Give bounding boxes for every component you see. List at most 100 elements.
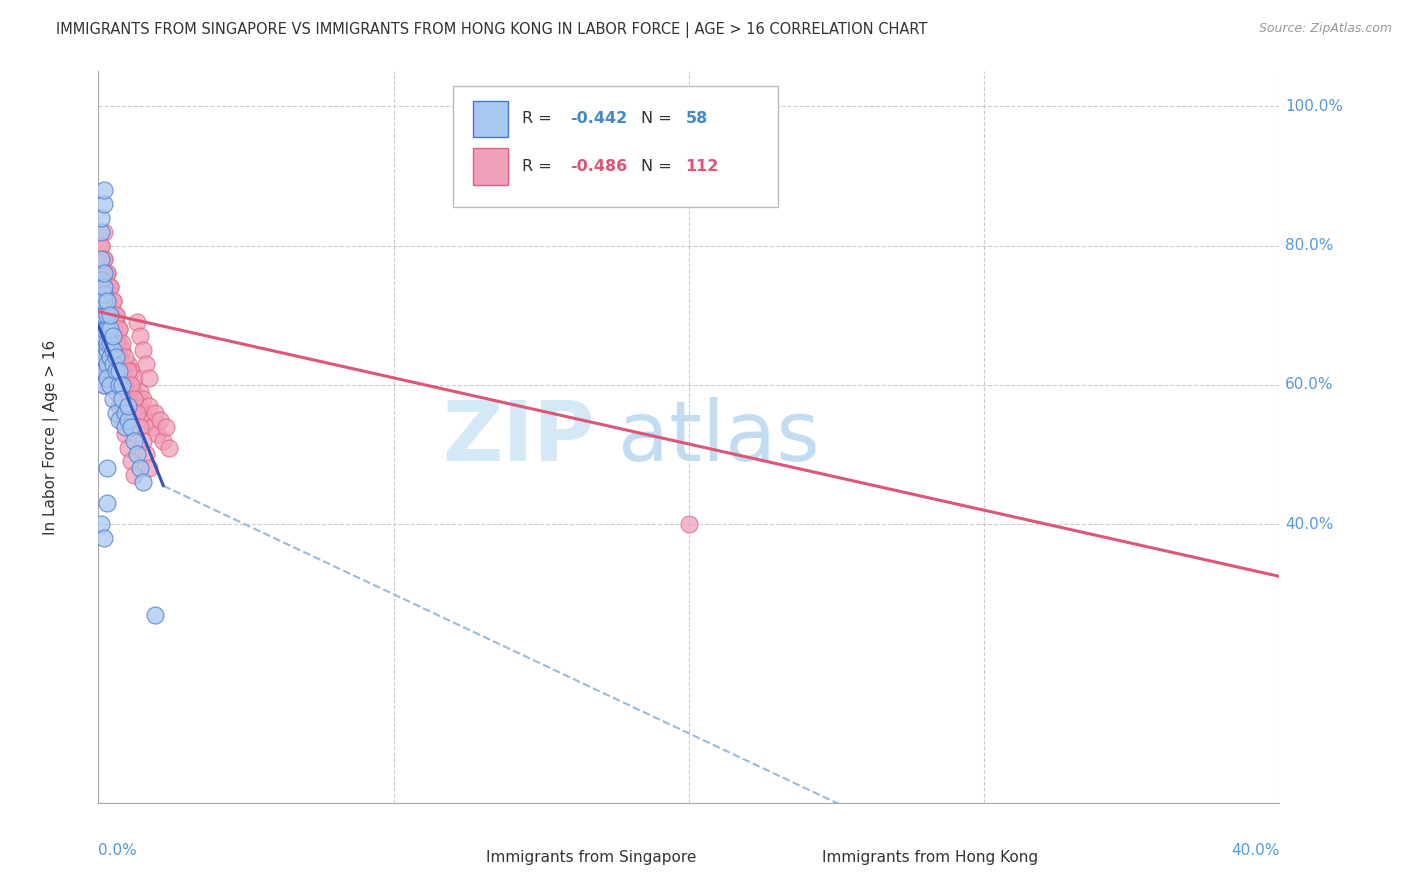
Point <box>93 266 115 280</box>
Point <box>96 461 118 475</box>
Point <box>93 531 115 545</box>
Point <box>132 392 155 406</box>
Point <box>98 301 121 316</box>
Point <box>96 266 118 280</box>
Point <box>128 329 150 343</box>
Text: 80.0%: 80.0% <box>1285 238 1334 253</box>
Bar <box>472 101 508 137</box>
Point <box>98 357 121 371</box>
Point <box>125 315 148 329</box>
Point <box>98 315 121 329</box>
Point <box>114 419 136 434</box>
Point <box>108 350 131 364</box>
Point <box>122 371 145 385</box>
Point <box>108 377 131 392</box>
Point <box>111 371 134 385</box>
Text: 112: 112 <box>685 159 718 174</box>
Bar <box>766 841 811 874</box>
Point <box>120 419 142 434</box>
Point <box>108 412 131 426</box>
Point <box>96 294 118 309</box>
Point <box>120 364 142 378</box>
Text: Immigrants from Hong Kong: Immigrants from Hong Kong <box>823 850 1039 865</box>
Point <box>96 266 118 280</box>
Point <box>103 294 125 309</box>
Point <box>114 426 136 441</box>
Point <box>105 350 128 364</box>
Point <box>114 350 136 364</box>
Point <box>90 294 112 309</box>
Point <box>90 322 112 336</box>
Point <box>90 294 112 309</box>
Point <box>96 496 118 510</box>
Point <box>103 322 125 336</box>
Point <box>93 329 115 343</box>
Point <box>90 238 112 252</box>
Point <box>93 364 115 378</box>
Point <box>108 350 131 364</box>
Point <box>93 308 115 322</box>
Point <box>93 336 115 351</box>
Point <box>132 475 155 490</box>
Point <box>90 211 112 225</box>
Point <box>108 322 131 336</box>
Point <box>108 364 131 378</box>
Point <box>138 399 160 413</box>
Text: 100.0%: 100.0% <box>1285 99 1343 113</box>
Point <box>96 350 118 364</box>
Point <box>678 517 700 532</box>
Point <box>93 343 115 357</box>
Point <box>111 364 134 378</box>
Point <box>128 419 150 434</box>
Point <box>96 343 118 357</box>
Text: 58: 58 <box>685 112 707 127</box>
Text: In Labor Force | Age > 16: In Labor Force | Age > 16 <box>44 340 59 534</box>
Point <box>120 454 142 468</box>
Point <box>152 434 174 448</box>
Point <box>105 315 128 329</box>
Point <box>103 322 125 336</box>
Point <box>155 419 177 434</box>
Point <box>117 441 139 455</box>
Text: ZIP: ZIP <box>441 397 595 477</box>
Point <box>93 322 115 336</box>
Point <box>96 343 118 357</box>
Point <box>90 266 112 280</box>
Point <box>93 287 115 301</box>
Point <box>105 357 128 371</box>
Point <box>103 308 125 322</box>
Point <box>90 225 112 239</box>
Point <box>111 357 134 371</box>
Text: R =: R = <box>523 112 557 127</box>
Point <box>90 252 112 267</box>
Point <box>114 377 136 392</box>
Point <box>96 364 118 378</box>
Point <box>105 364 128 378</box>
Point <box>114 406 136 420</box>
Text: R =: R = <box>523 159 557 174</box>
Point <box>93 364 115 378</box>
Point <box>105 308 128 322</box>
Bar <box>429 841 474 874</box>
Point <box>103 329 125 343</box>
Point <box>93 377 115 392</box>
Point <box>146 426 169 441</box>
Point <box>132 434 155 448</box>
Point <box>96 294 118 309</box>
Point <box>111 392 134 406</box>
Point <box>90 308 112 322</box>
Text: -0.486: -0.486 <box>569 159 627 174</box>
Point <box>125 406 148 420</box>
Point <box>90 273 112 287</box>
Point <box>93 225 115 239</box>
Point <box>96 357 118 371</box>
Point <box>135 412 157 426</box>
Point <box>135 448 157 462</box>
Point <box>143 406 166 420</box>
Point <box>96 308 118 322</box>
Point <box>98 280 121 294</box>
Point <box>90 517 112 532</box>
Point <box>128 384 150 399</box>
Point <box>98 280 121 294</box>
Point <box>96 371 118 385</box>
